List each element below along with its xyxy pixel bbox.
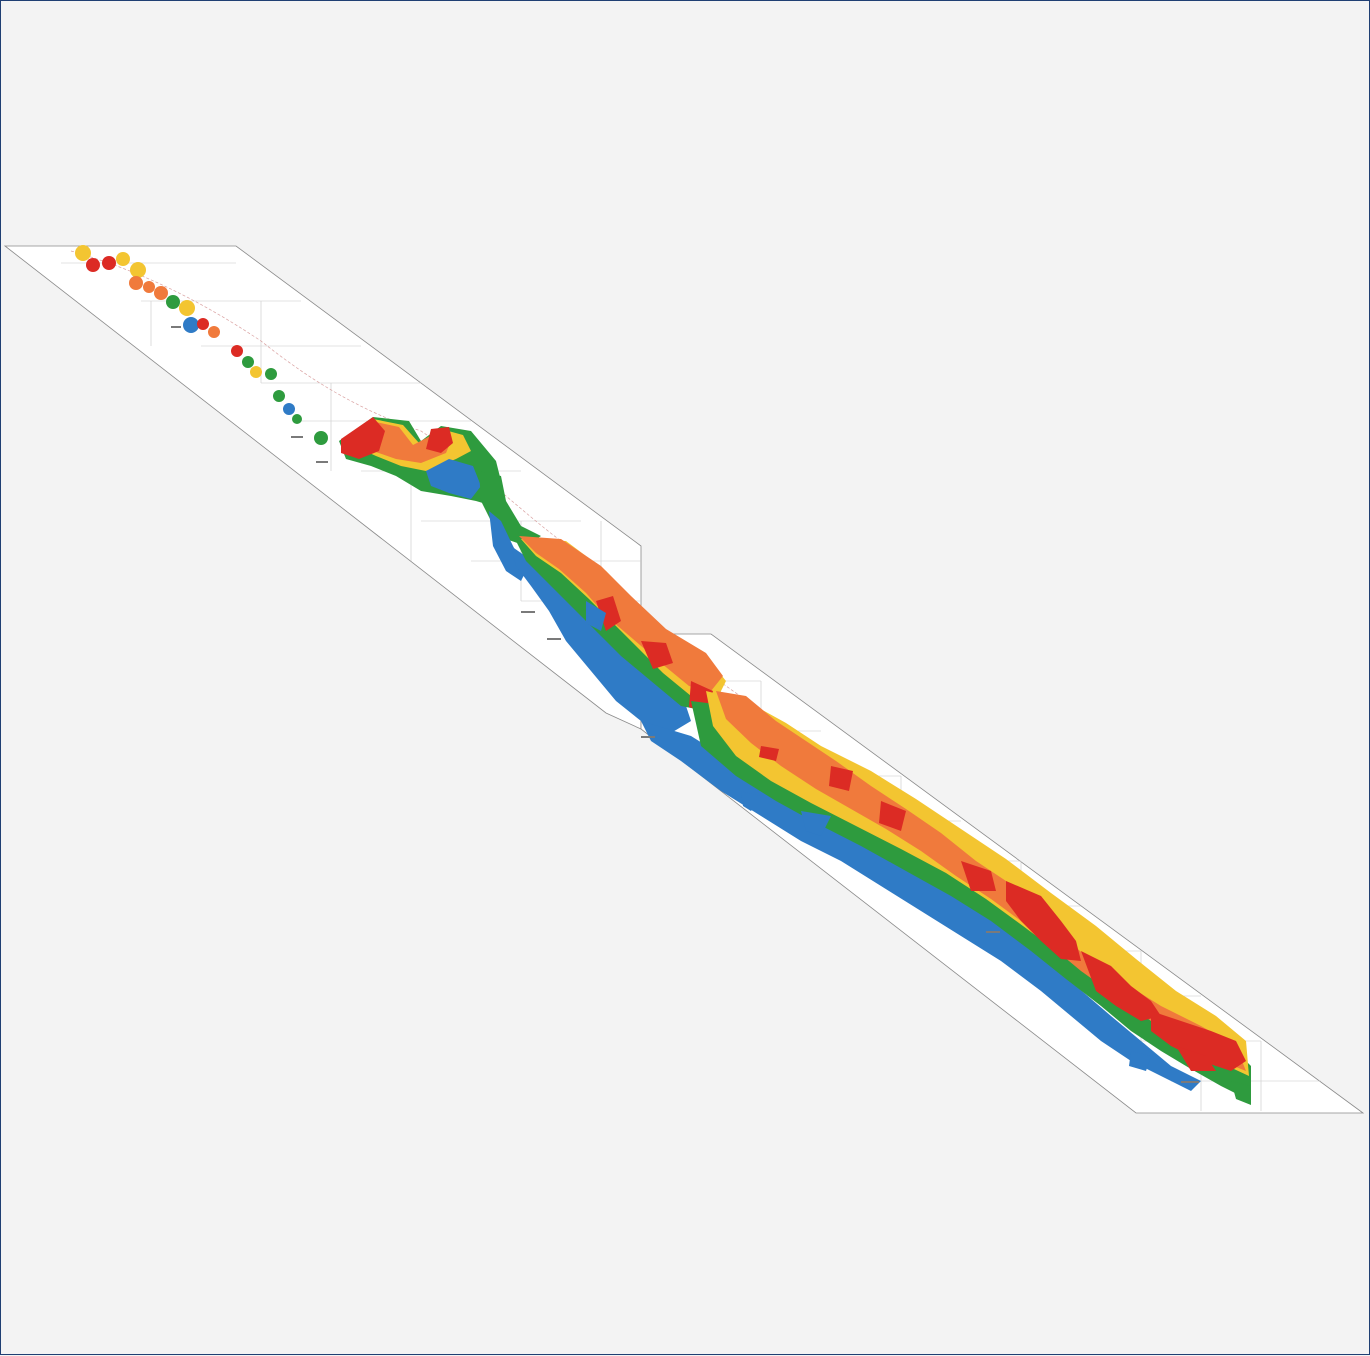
- zone-spots-upper: [75, 245, 328, 445]
- zone-area-lower: [641, 691, 1251, 1105]
- map-label-marks: [171, 326, 1199, 1083]
- zone-area-middle: [511, 536, 726, 736]
- zone-area-upper-bend: [339, 417, 501, 506]
- map-sheet-upper: [3, 245, 642, 730]
